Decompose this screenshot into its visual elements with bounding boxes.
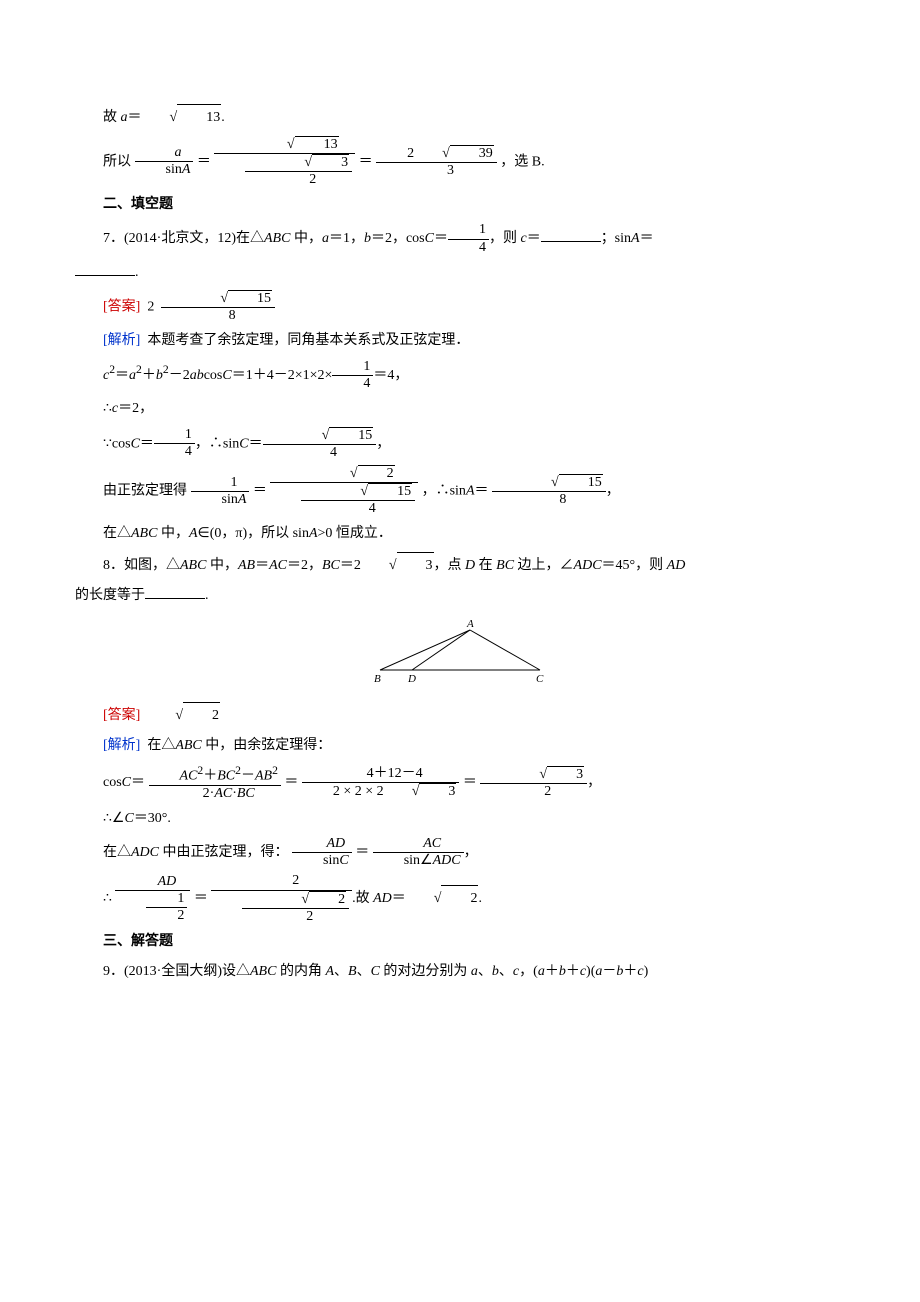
text: 所以 (103, 154, 131, 169)
q7-ana-l5: 在△ABC 中，A∈(0，π)，所以 sinA>0 恒成立． (75, 521, 845, 548)
eq: ＝ (359, 154, 373, 169)
q7-stem: 7．(2014·北京文，12)在△ABC 中，a＝1，b＝2，cosC＝14，则… (75, 222, 845, 255)
denominator: sinA (135, 161, 194, 178)
q7-analysis-intro: [解析] 本题考查了余弦定理，同角基本关系式及正弦定理． (75, 328, 845, 355)
document-page: 故 a＝13. 所以 a sinA ＝ 13 3 2 ＝ 239 3 ，选 B.… (0, 0, 920, 1302)
fraction: 14 (448, 222, 489, 255)
fraction-a-over-sinA: a sinA (135, 145, 194, 178)
q7-stem-line2: . (75, 260, 845, 287)
period: . (221, 110, 225, 125)
triangle-figure: A B D C (75, 620, 845, 696)
denominator: 3 (376, 162, 497, 179)
q8-ana-l4: ∴ AD 12 ＝ 2 22 .故 AD＝2. (75, 873, 845, 924)
radicand: 13 (177, 104, 221, 132)
fraction-nested: 13 3 2 (214, 136, 355, 188)
inner-fraction: 3 2 (245, 154, 352, 188)
analysis-label: [解析] (103, 333, 140, 348)
analysis-label: [解析] (103, 738, 140, 753)
q8-answer: [答案] 2 (75, 702, 845, 730)
triangle-svg: A B D C (360, 620, 560, 685)
blank-c (541, 229, 601, 243)
section-2-heading: 二、填空题 (75, 192, 845, 219)
q7-answer: [答案] 2 158 (75, 290, 845, 324)
q7-ana-l1: c2＝a2＋b2－2abcosC＝1＋4－2×1×2×14＝4， (75, 359, 845, 392)
intro-line-2: 所以 a sinA ＝ 13 3 2 ＝ 239 3 ，选 B. (75, 136, 845, 188)
answer-label: [答案] (103, 300, 140, 315)
sqrt-13: 13 (142, 104, 222, 132)
intro-line-1: 故 a＝ 13. (75, 104, 845, 132)
text: 故 (103, 110, 121, 125)
q8-ana-l2: ∴∠C＝30°. (75, 806, 845, 833)
sqrt: 13 (259, 136, 339, 153)
blank-AD (145, 586, 205, 600)
label-D: D (407, 673, 416, 685)
sqrt: 3 (276, 154, 349, 171)
denominator: 3 2 (214, 153, 355, 188)
label-B: B (374, 673, 381, 685)
var-A: A (182, 162, 191, 177)
eq: ＝ (128, 110, 142, 125)
sqrt: 39 (414, 145, 494, 162)
answer-label: [答案] (103, 708, 140, 723)
numerator: a (135, 145, 194, 161)
q8-stem-line2: 的长度等于. (75, 583, 845, 610)
text: ，选 B. (500, 154, 544, 169)
label-A: A (466, 620, 474, 630)
inner-num: 3 (245, 154, 352, 171)
fraction-result: 239 3 (376, 145, 497, 179)
blank-sinA (75, 262, 135, 276)
var-a: a (121, 110, 128, 125)
fraction: 158 (161, 290, 275, 324)
section-3-heading: 三、解答题 (75, 929, 845, 956)
q7-ana-l2: ∴c＝2， (75, 396, 845, 423)
q8-ana-intro: [解析] 在△ABC 中，由余弦定理得： (75, 733, 845, 760)
q8-stem: 8．如图，△ABC 中，AB＝AC＝2，BC＝23，点 D 在 BC 边上，∠A… (75, 552, 845, 580)
q9-stem: 9．(2013·全国大纲)设△ABC 的内角 A、B、C 的对边分别为 a、b、… (75, 959, 845, 986)
eq: ＝ (197, 154, 211, 169)
q7-ana-l4: 由正弦定理得 1sinA ＝ 2 154 ，∴sinA＝ 158， (75, 465, 845, 517)
q7-ana-l3: ∵cosC＝14，∴sinC＝154， (75, 427, 845, 461)
inner-den: 2 (245, 171, 352, 188)
numerator: 13 (214, 136, 355, 153)
q8-ana-l3: 在△ADC 中由正弦定理，得： ADsinC ＝ ACsin∠ADC， (75, 836, 845, 869)
label-C: C (536, 673, 544, 685)
numerator: 239 (376, 145, 497, 162)
q8-ana-l1: cosC＝ AC2＋BC2－AB2 2·AC·BC ＝ 4＋12－4 2 × 2… (75, 764, 845, 802)
